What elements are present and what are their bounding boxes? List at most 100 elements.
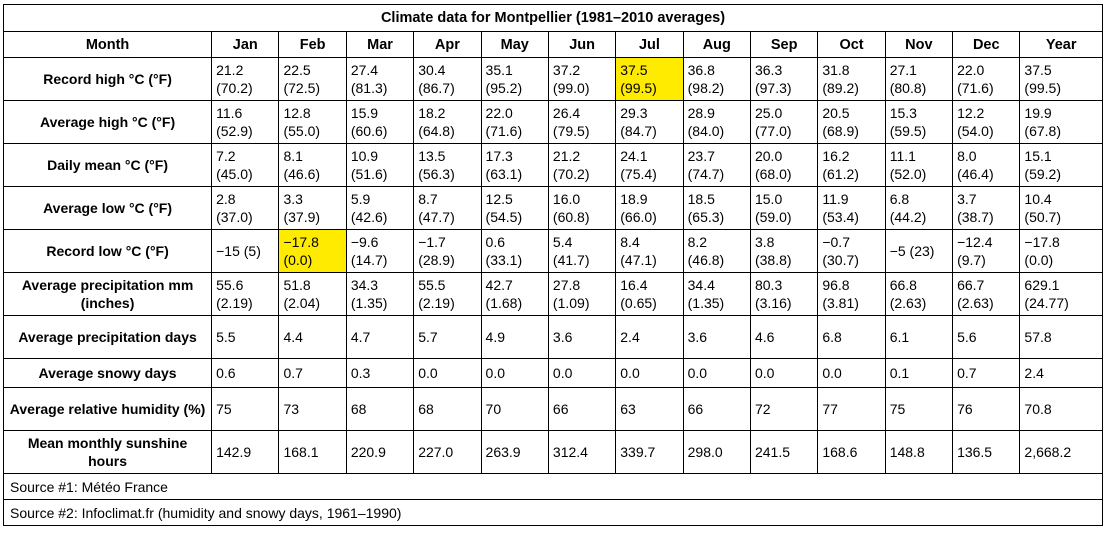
table-cell: 312.4 xyxy=(547,430,617,474)
cell-value: (2.19) xyxy=(418,295,455,311)
cell-value: 80.3 xyxy=(754,277,783,293)
table-cell: −9.6 (14.7) xyxy=(345,229,415,273)
cell-value: 339.7 xyxy=(620,444,656,460)
table-cell: 0.0 xyxy=(817,358,886,388)
cell-value: 17.3 xyxy=(485,148,513,164)
table-row: Record low °C (°F) −15 (5) −17.8 (0.0) −9.6 (… xyxy=(2,229,1103,273)
table-row: Record high °C (°F) 21.2 (70.2) 22.5 (72.5) 2… xyxy=(2,57,1103,101)
table-cell: 12.8 (55.0) xyxy=(278,100,347,144)
cell-value: (70.2) xyxy=(216,80,253,96)
table-cell: 66.8 (2.63) xyxy=(884,272,954,316)
cell-value: (68.0) xyxy=(754,166,792,182)
table-cell: 0.0 xyxy=(682,358,751,388)
cell-value: 2,668.2 xyxy=(1024,444,1072,460)
cell-value: (3.16) xyxy=(754,295,792,311)
header-sep: Sep xyxy=(749,31,819,58)
cell-value: 0.0 xyxy=(552,365,573,381)
cell-value: (56.3) xyxy=(418,166,455,182)
table-cell: −17.8 (0.0) xyxy=(1019,229,1103,273)
cell-value: (2.63) xyxy=(957,295,994,311)
cell-value: 3.8 xyxy=(754,234,775,250)
cell-value: 66 xyxy=(552,401,569,417)
cell-value: 5.9 xyxy=(350,191,371,207)
cell-value: 4.7 xyxy=(350,329,371,345)
cell-value: 8.1 xyxy=(283,148,303,164)
table-cell: −1.7 (28.9) xyxy=(413,229,482,273)
cell-value: (84.7) xyxy=(620,123,657,139)
table-cell: 4.4 xyxy=(278,315,347,359)
table-cell: 96.8 (3.81) xyxy=(817,272,886,316)
table-cell: 20.0 (68.0) xyxy=(749,143,819,187)
table-cell: 16.0 (60.8) xyxy=(547,186,617,230)
row-label: Average precipitation days xyxy=(2,315,213,359)
table-cell: 34.4 (1.35) xyxy=(682,272,751,316)
cell-value: 35.1 xyxy=(485,62,513,78)
table-cell: 2,668.2 xyxy=(1019,430,1103,474)
cell-value: (89.2) xyxy=(822,80,859,96)
cell-value: 77 xyxy=(822,401,838,417)
cell-value: 11.6 xyxy=(216,105,243,121)
cell-value: 28.9 xyxy=(687,105,715,121)
header-jan: Jan xyxy=(211,31,280,58)
cell-value: (59.5) xyxy=(889,123,927,139)
cell-value: 13.5 xyxy=(418,148,446,164)
cell-value: (2.04) xyxy=(283,295,321,311)
table-cell: 7.2 (45.0) xyxy=(211,143,280,187)
row-label: Record high °C (°F) xyxy=(2,57,213,101)
header-jul: Jul xyxy=(615,31,684,58)
table-cell: 142.9 xyxy=(211,430,280,474)
cell-value: 66.8 xyxy=(889,277,917,293)
cell-value: 31.8 xyxy=(822,62,850,78)
table-cell: 12.5 (54.5) xyxy=(480,186,549,230)
cell-value: 263.9 xyxy=(485,444,521,460)
cell-value: 21.2 xyxy=(552,148,581,164)
cell-value: (71.6) xyxy=(485,123,523,139)
table-cell: 5.4 (41.7) xyxy=(547,229,617,273)
table-cell: 4.6 xyxy=(749,315,819,359)
header-mar: Mar xyxy=(345,31,415,58)
caption-row: Climate data for Montpellier (1981–2010 … xyxy=(3,4,1103,32)
cell-value: 168.1 xyxy=(283,444,319,460)
cell-value: 241.5 xyxy=(754,444,791,460)
table-cell: 76 xyxy=(952,387,1021,431)
table-caption: Climate data for Montpellier (1981–2010 … xyxy=(3,4,1103,32)
cell-value: −5 (23) xyxy=(889,243,935,259)
cell-value: (95.2) xyxy=(485,80,523,96)
table-cell: 27.4 (81.3) xyxy=(345,57,415,101)
cell-value: (99.5) xyxy=(620,80,657,96)
cell-value: (67.8) xyxy=(1024,123,1061,139)
cell-value: 5.6 xyxy=(957,329,977,345)
table-row: Average precipitation days 5.5 4.4 4.7 5.7 4.… xyxy=(2,315,1103,359)
cell-value: (14.7) xyxy=(350,252,388,268)
cell-value: (46.6) xyxy=(283,166,321,182)
table-cell: 8.0 (46.4) xyxy=(952,143,1021,187)
cell-value: 11.9 xyxy=(822,191,849,207)
cell-value: 29.3 xyxy=(620,105,648,121)
row-label: Record low °C (°F) xyxy=(2,229,213,273)
table-cell: 15.0 (59.0) xyxy=(749,186,819,230)
cell-value: 37.2 xyxy=(552,62,581,78)
cell-value: 11.1 xyxy=(889,148,916,164)
cell-value: 6.8 xyxy=(822,329,842,345)
table-cell: 6.1 xyxy=(884,315,954,359)
cell-value: (66.0) xyxy=(620,209,657,225)
table-cell: 80.3 (3.16) xyxy=(749,272,819,316)
cell-value: (81.3) xyxy=(350,80,388,96)
cell-value: (98.2) xyxy=(687,80,725,96)
cell-value: 10.9 xyxy=(350,148,379,164)
table-cell: 28.9 (84.0) xyxy=(682,100,751,144)
cell-value: 220.9 xyxy=(350,444,386,460)
table-row: Daily mean °C (°F) 7.2 (45.0) 8.1 (46.6) 10.9… xyxy=(2,143,1103,187)
cell-value: 298.0 xyxy=(687,444,723,460)
table-cell: 0.6 xyxy=(211,358,280,388)
cell-value: (41.7) xyxy=(552,252,590,268)
table-cell: 136.5 xyxy=(952,430,1021,474)
header-nov: Nov xyxy=(884,31,954,58)
cell-value: 51.8 xyxy=(283,277,311,293)
cell-value: 12.2 xyxy=(957,105,985,121)
table-cell: 8.7 (47.7) xyxy=(413,186,482,230)
table-cell: 6.8 xyxy=(817,315,886,359)
cell-value: 18.2 xyxy=(418,105,446,121)
table-cell: 68 xyxy=(413,387,482,431)
cell-value: (30.7) xyxy=(822,252,859,268)
